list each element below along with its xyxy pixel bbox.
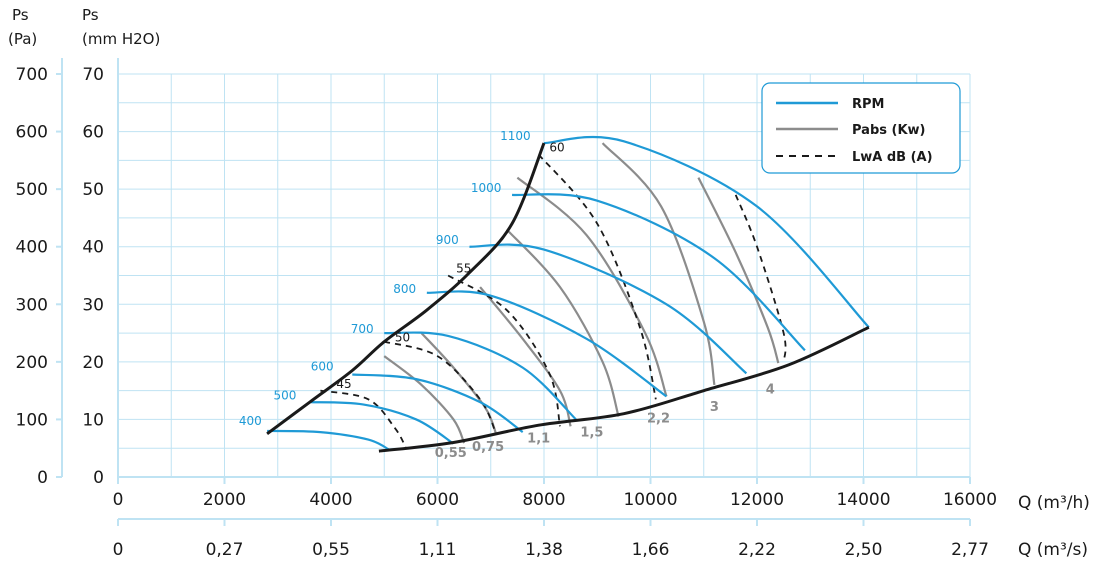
x-tick-m3h: 14000 — [836, 490, 890, 510]
x-label-m3h: Q (m³/h) — [1018, 493, 1090, 513]
rpm-curve — [309, 401, 455, 445]
rpm-curve — [267, 429, 391, 451]
x-tick-m3s: 0,55 — [312, 540, 350, 560]
x-label-m3s: Q (m³/s) — [1018, 540, 1088, 560]
pabs-label: 1,5 — [580, 426, 603, 441]
lwa-label: 60 — [549, 141, 564, 155]
lwa-curve — [447, 274, 561, 427]
lwa-curve — [384, 340, 497, 435]
rpm-label: 400 — [239, 414, 262, 428]
x-tick-m3s: 1,66 — [632, 540, 670, 560]
y-tick-mm: 70 — [82, 65, 104, 85]
y-label-pa-line1: Ps — [12, 6, 29, 24]
x-tick-m3h: 4000 — [309, 490, 352, 510]
y-tick-mm: 20 — [82, 353, 104, 373]
x-tick-m3s: 2,50 — [845, 540, 883, 560]
y-label-mm-line2: (mm H2O) — [82, 30, 160, 48]
pabs-curve — [516, 176, 668, 397]
legend-pabs-label: Pabs (Kw) — [852, 123, 926, 138]
svg-text:(mm H2O): (mm H2O) — [82, 30, 160, 48]
envelope-left — [266, 142, 546, 436]
y-tick-mm: 40 — [82, 238, 104, 258]
legend-lwa-label: LwA dB (A) — [852, 150, 933, 165]
rpm-curve — [426, 290, 668, 398]
x-tick-m3h: 12000 — [730, 490, 784, 510]
pabs-curve — [601, 142, 716, 386]
rpm-curve — [384, 331, 577, 421]
rpm-label: 1000 — [471, 181, 502, 195]
y-tick-mm: 50 — [82, 180, 104, 200]
pabs-label: 4 — [766, 383, 775, 398]
legend-box — [761, 82, 961, 174]
rpm-label: 800 — [393, 282, 416, 296]
x-tick-m3s: 0,27 — [206, 540, 244, 560]
rpm-curve — [352, 373, 524, 433]
x-tick-m3h: 0 — [113, 490, 124, 510]
svg-text:Ps: Ps — [12, 6, 29, 24]
envelope-bottom — [378, 325, 870, 453]
x-tick-m3h: 16000 — [943, 490, 997, 510]
pabs-curve — [383, 355, 466, 444]
y-tick-mm: 60 — [82, 123, 104, 143]
rpm-label: 600 — [311, 359, 334, 373]
y-tick-pa: 0 — [37, 468, 48, 488]
svg-text:(Pa): (Pa) — [8, 30, 37, 48]
x-tick-m3s: 1,11 — [419, 540, 457, 560]
y-tick-pa: 500 — [16, 180, 48, 200]
y-tick-mm: 0 — [93, 468, 104, 488]
rpm-label: 700 — [351, 322, 374, 336]
legend: RPM Pabs (Kw) LwA dB (A) — [761, 82, 961, 174]
legend-rpm-label: RPM — [852, 97, 884, 112]
rpm-curve — [543, 135, 870, 329]
pabs-label: 3 — [710, 400, 719, 415]
rpm-curve — [469, 243, 748, 375]
lwa-label: 55 — [456, 262, 471, 276]
pabs-label: 1,1 — [527, 431, 550, 446]
rpm-curve — [511, 193, 806, 352]
x-tick-m3s: 2,77 — [951, 540, 989, 560]
rpm-label: 500 — [273, 388, 296, 402]
y-tick-pa: 700 — [16, 65, 48, 85]
y-tick-mm: 30 — [82, 295, 104, 315]
y-tick-pa: 200 — [16, 353, 48, 373]
x-tick-m3s: 0 — [113, 540, 124, 560]
lwa-curve — [537, 154, 657, 400]
rpm-label: 1100 — [500, 129, 531, 143]
curves — [266, 135, 870, 453]
x-tick-m3s: 2,22 — [738, 540, 776, 560]
y-tick-pa: 400 — [16, 238, 48, 258]
x-tick-m3h: 10000 — [623, 490, 677, 510]
lwa-label: 50 — [395, 331, 410, 345]
lwa-curve — [320, 389, 407, 448]
y-tick-mm: 10 — [82, 410, 104, 430]
y-tick-pa: 100 — [16, 410, 48, 430]
y-tick-pa: 300 — [16, 295, 48, 315]
y-tick-pa: 600 — [16, 123, 48, 143]
curve-labels: 0,55 0,75 1,1 1,5 2,2 3 4 45 50 55 60 400 500 600 700 8… — [239, 129, 775, 461]
lwa-label: 45 — [336, 377, 351, 391]
x-tick-m3h: 6000 — [416, 490, 459, 510]
y-label-mm-line1: Ps — [82, 6, 99, 24]
pabs-label: 0,75 — [472, 440, 504, 455]
rpm-label: 900 — [436, 233, 459, 247]
x-tick-m3h: 8000 — [522, 490, 565, 510]
svg-text:Ps: Ps — [82, 6, 99, 24]
pabs-curve — [697, 177, 780, 364]
lwa-curve — [734, 194, 787, 362]
x-tick-m3s: 1,38 — [525, 540, 563, 560]
pabs-label: 2,2 — [647, 411, 670, 426]
y-label-pa-line2: (Pa) — [8, 30, 37, 48]
pabs-curve — [505, 228, 620, 417]
x-tick-m3h: 2000 — [203, 490, 246, 510]
pabs-label: 0,55 — [435, 446, 467, 461]
